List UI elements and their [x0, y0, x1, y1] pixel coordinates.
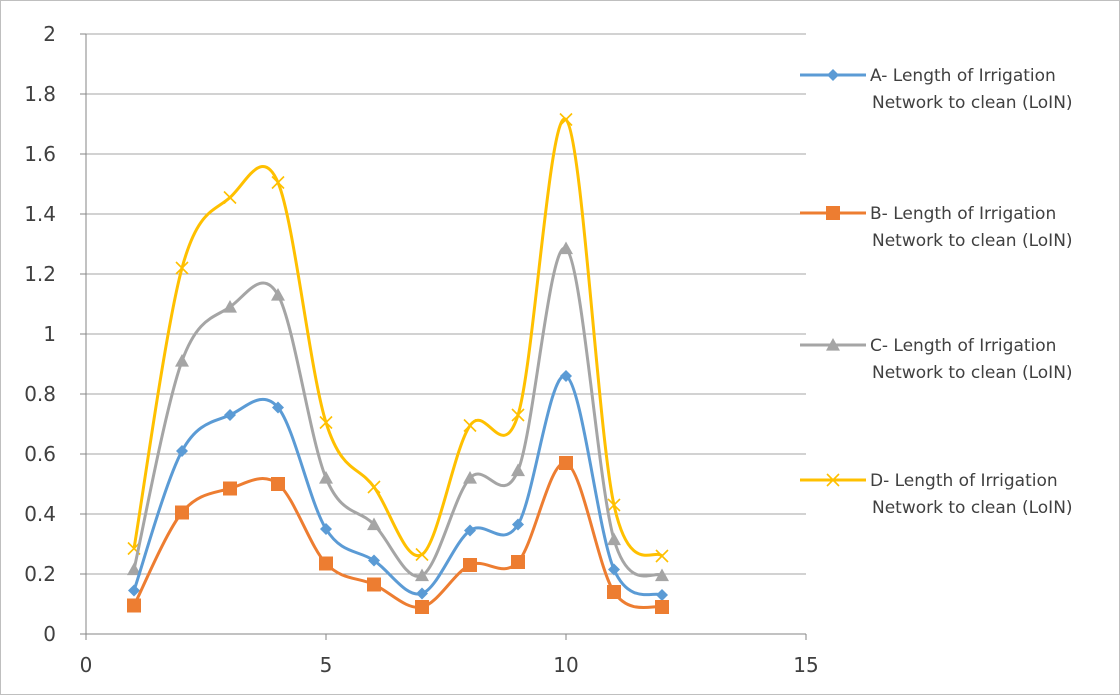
data-point-c — [415, 568, 429, 582]
data-point-a — [176, 445, 188, 457]
data-point-b — [223, 481, 237, 496]
data-point-c — [607, 532, 621, 546]
data-point-b — [175, 505, 189, 520]
data-point-d — [415, 547, 429, 562]
data-point-b — [319, 556, 333, 571]
data-point-a — [656, 589, 668, 601]
legend-label: A- Length of Irrigation — [870, 66, 1056, 86]
data-point-d — [271, 175, 285, 190]
legend-label: B- Length of Irrigation — [870, 204, 1056, 224]
legend-marker — [827, 69, 839, 81]
legend-label: Network to clean (LoIN) — [872, 93, 1073, 113]
data-point-b — [463, 558, 477, 572]
y-tick-label: 0.2 — [24, 562, 56, 586]
series-line-c — [132, 246, 663, 578]
data-point-d — [559, 112, 573, 127]
data-point-a — [224, 409, 236, 421]
data-point-b — [271, 477, 285, 491]
data-point-a — [608, 563, 620, 576]
x-tick-label: 15 — [793, 653, 818, 677]
data-point-a — [512, 518, 524, 531]
y-tick-label: 1 — [43, 322, 56, 346]
data-point-a — [416, 587, 428, 600]
x-tick-label: 0 — [80, 653, 93, 677]
data-point-d — [223, 190, 237, 205]
y-tick-label: 0 — [43, 622, 56, 646]
legend-marker — [826, 473, 840, 487]
x-tick-label: 5 — [320, 653, 333, 677]
data-point-b — [559, 456, 573, 470]
legend-label: Network to clean (LoIN) — [872, 498, 1073, 518]
data-point-c — [367, 517, 381, 531]
y-tick-label: 1.4 — [24, 202, 56, 226]
data-point-d — [607, 498, 621, 512]
data-point-d — [175, 261, 189, 275]
data-point-c — [511, 463, 525, 477]
data-point-b — [607, 585, 621, 599]
y-tick-label: 1.6 — [24, 142, 56, 166]
data-point-d — [511, 408, 525, 422]
data-point-a — [128, 584, 140, 597]
y-tick-label: 0.4 — [24, 502, 56, 526]
legend-marker — [826, 206, 840, 220]
data-point-b — [415, 600, 429, 614]
legend-label: D- Length of Irrigation — [870, 471, 1058, 491]
data-point-c — [463, 471, 477, 484]
data-point-b — [655, 600, 669, 614]
data-point-b — [127, 598, 141, 613]
x-tick-label: 10 — [553, 653, 578, 677]
data-point-d — [319, 415, 333, 430]
y-tick-label: 0.6 — [24, 442, 56, 466]
data-point-c — [655, 568, 669, 582]
data-point-a — [464, 524, 476, 537]
data-point-a — [320, 523, 332, 535]
data-point-b — [367, 577, 381, 592]
legend-label: Network to clean (LoIN) — [872, 231, 1073, 251]
y-tick-label: 0.8 — [24, 382, 56, 406]
data-point-c — [319, 471, 333, 484]
data-point-a — [272, 401, 284, 414]
legend-label: Network to clean (LoIN) — [872, 363, 1073, 383]
y-tick-label: 2 — [43, 22, 56, 46]
data-point-d — [655, 549, 669, 563]
legend-marker — [826, 338, 840, 351]
data-point-c — [271, 288, 285, 301]
y-tick-label: 1.2 — [24, 262, 56, 286]
data-point-d — [463, 418, 477, 433]
data-point-d — [367, 480, 381, 494]
data-point-c — [559, 241, 573, 255]
series-line-d — [132, 117, 664, 558]
data-point-b — [511, 555, 525, 569]
legend-label: C- Length of Irrigation — [870, 336, 1056, 356]
data-point-c — [127, 562, 141, 576]
data-point-a — [368, 554, 380, 567]
data-point-a — [560, 370, 572, 382]
y-tick-label: 1.8 — [24, 82, 56, 106]
data-point-c — [175, 354, 189, 367]
data-point-c — [223, 300, 237, 313]
series-line-a — [132, 374, 663, 597]
